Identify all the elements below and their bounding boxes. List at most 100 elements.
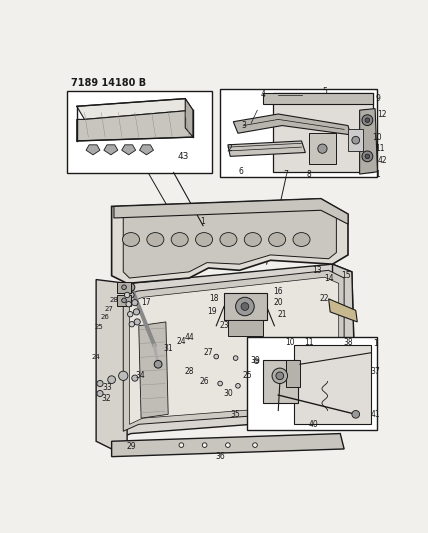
Text: 19: 19 — [208, 308, 217, 317]
Text: 38: 38 — [343, 338, 353, 347]
Circle shape — [365, 118, 370, 123]
Bar — [263, 360, 297, 403]
Polygon shape — [112, 264, 356, 441]
Circle shape — [127, 284, 135, 291]
Bar — [224, 294, 267, 320]
Text: 27: 27 — [204, 348, 213, 357]
Text: 2: 2 — [228, 144, 232, 153]
Text: 28: 28 — [184, 367, 194, 376]
Text: 16: 16 — [273, 287, 283, 296]
Bar — [117, 295, 131, 306]
Circle shape — [97, 391, 103, 397]
Text: 43: 43 — [177, 152, 189, 161]
Text: 32: 32 — [101, 394, 111, 403]
Text: 1: 1 — [375, 169, 380, 179]
Polygon shape — [77, 99, 193, 119]
Ellipse shape — [269, 232, 285, 246]
Bar — [117, 282, 131, 293]
Circle shape — [365, 154, 370, 159]
Circle shape — [126, 302, 131, 307]
Text: 22: 22 — [320, 294, 330, 303]
Ellipse shape — [196, 232, 213, 246]
Polygon shape — [360, 109, 377, 174]
Circle shape — [236, 297, 254, 316]
Circle shape — [119, 371, 128, 381]
Bar — [228, 320, 263, 336]
Polygon shape — [329, 299, 357, 322]
Text: 18: 18 — [209, 294, 219, 303]
Circle shape — [226, 443, 230, 447]
Circle shape — [362, 151, 373, 161]
Circle shape — [125, 292, 130, 297]
Polygon shape — [333, 264, 356, 418]
Text: 23: 23 — [219, 321, 229, 330]
Circle shape — [362, 115, 373, 126]
Text: 44: 44 — [184, 333, 194, 342]
Polygon shape — [185, 99, 193, 137]
Bar — [220, 90, 377, 177]
Polygon shape — [112, 433, 344, 457]
Polygon shape — [294, 345, 371, 424]
Circle shape — [276, 372, 284, 379]
Circle shape — [128, 311, 133, 317]
Polygon shape — [228, 141, 305, 156]
Circle shape — [236, 384, 240, 388]
Bar — [309, 133, 336, 164]
Text: 27: 27 — [105, 306, 114, 312]
Circle shape — [128, 292, 134, 298]
Circle shape — [202, 443, 207, 447]
Circle shape — [122, 285, 126, 289]
Text: 17: 17 — [142, 298, 152, 307]
Text: 13: 13 — [312, 266, 322, 275]
Polygon shape — [122, 145, 136, 155]
Circle shape — [122, 298, 126, 303]
Circle shape — [108, 376, 116, 384]
Text: 4: 4 — [260, 90, 265, 99]
Bar — [348, 130, 363, 151]
Circle shape — [241, 303, 249, 310]
Text: 28: 28 — [110, 297, 119, 303]
Text: 20: 20 — [273, 298, 283, 307]
Text: 15: 15 — [342, 271, 351, 280]
Bar — [286, 360, 300, 387]
Text: 24: 24 — [177, 337, 186, 346]
Polygon shape — [114, 199, 348, 224]
Ellipse shape — [220, 232, 237, 246]
Polygon shape — [233, 114, 351, 135]
Text: 37: 37 — [370, 367, 380, 376]
Polygon shape — [129, 277, 339, 424]
Circle shape — [272, 368, 288, 384]
Circle shape — [154, 360, 162, 368]
Polygon shape — [263, 93, 373, 104]
Text: 10: 10 — [372, 133, 381, 142]
Text: 9: 9 — [376, 94, 380, 103]
Text: 7189 14180 B: 7189 14180 B — [71, 78, 146, 88]
Ellipse shape — [244, 232, 262, 246]
Text: 36: 36 — [215, 452, 225, 461]
Text: 1: 1 — [373, 339, 377, 348]
Polygon shape — [140, 145, 154, 155]
Text: 30: 30 — [223, 389, 233, 398]
Circle shape — [214, 354, 219, 359]
Polygon shape — [139, 322, 168, 418]
Circle shape — [318, 144, 327, 154]
Ellipse shape — [122, 232, 140, 246]
Ellipse shape — [171, 232, 188, 246]
Text: 33: 33 — [103, 383, 113, 392]
Text: 26: 26 — [200, 377, 209, 386]
Bar — [247, 337, 377, 430]
Polygon shape — [86, 145, 100, 155]
Text: 7: 7 — [284, 169, 288, 179]
Text: 39: 39 — [250, 356, 260, 365]
Circle shape — [218, 381, 223, 386]
Text: 12: 12 — [377, 109, 387, 118]
Text: 3: 3 — [242, 121, 247, 130]
Text: 34: 34 — [135, 372, 145, 381]
Polygon shape — [77, 110, 193, 141]
Text: 24: 24 — [92, 353, 101, 360]
Text: 11: 11 — [304, 338, 314, 347]
Circle shape — [132, 375, 138, 381]
Bar — [67, 91, 212, 173]
Polygon shape — [123, 206, 336, 278]
Polygon shape — [273, 93, 373, 172]
